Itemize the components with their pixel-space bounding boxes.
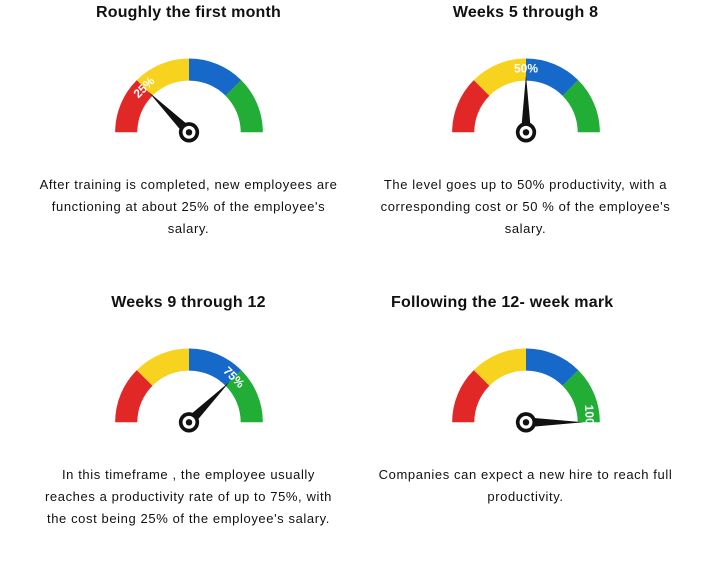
panel-title: Roughly the first month [90,4,287,44]
panel-month1: Roughly the first month 25% After traini… [20,0,357,290]
infographic-grid: Roughly the first month 25% After traini… [0,0,714,579]
panel-weeks9to12: Weeks 9 through 12 75% In this timeframe… [20,290,357,579]
panel-description: After training is completed, new employe… [39,174,339,240]
gauge: 100% [416,330,636,450]
panel-after12: Following the 12- week mark 100% Compani… [357,290,694,579]
panel-description: Companies can expect a new hire to reach… [376,464,676,508]
panel-weeks5to8: Weeks 5 through 8 50% The level goes up … [357,0,694,290]
gauge: 75% [79,330,299,450]
panel-description: The level goes up to 50% productivity, w… [376,174,676,240]
panel-title: Weeks 5 through 8 [447,4,604,44]
panel-title: Following the 12- week mark [385,294,619,334]
gauge: 25% [79,40,299,160]
panel-title: Weeks 9 through 12 [105,294,271,334]
gauge-value-label: 50% [513,62,537,76]
gauge: 50% [416,40,636,160]
gauge-value-label: 100% [582,404,597,435]
panel-description: In this timeframe , the employee usually… [39,464,339,530]
